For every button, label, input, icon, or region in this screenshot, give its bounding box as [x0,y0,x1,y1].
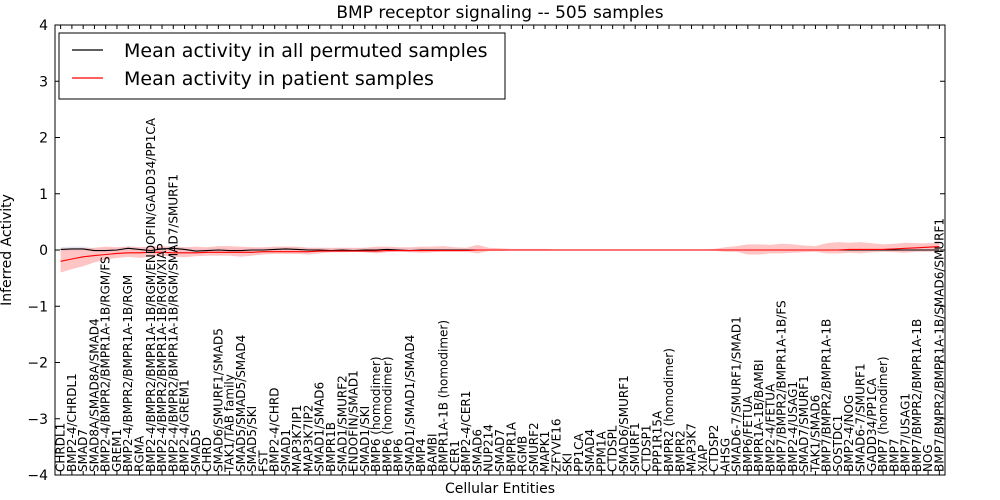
x-tick-label: SMURF2 [527,422,541,472]
x-tick-label: BMP7/BMPR2/BMPR1A-1B [820,319,834,472]
y-tick-label: −2 [27,356,48,372]
legend: Mean activity in all permuted samples Me… [58,32,506,100]
x-tick-label: SMAD7/SMURF1 [797,375,811,472]
x-tick-label: GADD34/PP1CA [865,377,879,472]
x-tick-label: CHRD [200,437,214,472]
x-tick-label: SMAD7 [493,429,507,472]
legend-label-patient: Mean activity in patient samples [124,68,434,90]
x-tick-label: PPM1A [594,431,608,472]
x-tick-label: CHRDL1 [54,423,68,472]
x-tick-label: SMAD5 [189,429,203,472]
x-tick-label: BMPR1B [324,422,338,472]
x-tick-label: FST [256,450,270,472]
x-tick-label: BMP2-4/USAG1 [786,381,800,472]
y-axis-label: Inferred Activity [0,194,15,306]
x-tick-label: SMAD5/SMAD5/SMAD4 [234,335,248,472]
x-tick-label: BMP2-4/BMPR2/BMPR1A-1B/RGM/SMAD7/SMURF1 [166,174,180,472]
y-tick-label: 4 [39,18,48,34]
x-tick-label: BMP2-4/CER1 [459,391,473,472]
chart-title: BMP receptor signaling -- 505 samples [336,3,663,23]
x-tick-label: CTDSP2 [707,425,721,472]
x-tick-label: GREM1 [110,429,124,472]
legend-label-permuted: Mean activity in all permuted samples [124,40,487,62]
x-tick-label: SMAD6 [471,429,485,472]
x-tick-label: BMP2-4/BMPR2/BMPR1A-1B/RGM/ENDOFIN/GADD3… [144,117,158,472]
x-tick-label: BMP7/BMPR2/BMPR1A-1B/SMAD6/SMURF1 [932,218,946,472]
x-tick-label: BMPR1A [504,421,518,472]
x-tick-label: BMP6 (homodimer) [380,356,394,472]
x-tick-label: PPP1R15A [651,410,665,472]
x-tick-label: MAP3K7IP1 [290,405,304,472]
x-tick-label: CER1 [448,440,462,472]
x-tick-label: BMP2-4/BMPR2/BMPR1A-1B/RGM [121,275,135,472]
x-tick-label: PP1CA [572,433,586,472]
x-tick-label: BMP2-4/GREM1 [178,379,192,472]
x-tick-label: NOG [921,444,935,472]
x-tick-label: CTDSPL [606,425,620,472]
x-tick-label: BMP2-4/CHRDL1 [65,373,79,472]
x-tick-label: BMPR2 [673,430,687,472]
x-tick-label: SMAD4 [583,429,597,472]
x-axis-label: Cellular Entities [445,481,555,497]
line-series-1 [60,246,940,262]
x-tick-label: BMP6 (homodimer) [369,356,383,472]
x-tick-label: SMAD1 [279,429,293,472]
x-tick-label: BMP7 [887,439,901,472]
y-tick-label: −3 [27,412,48,428]
x-tick-label: BMP2-4/BMPR2/BMPR1A-1B/RGM/FS [99,256,113,472]
y-tick-label: −4 [27,468,48,484]
x-tick-label: BMP7/USAG1 [899,393,913,472]
x-tick-label: BMP4 [414,439,428,472]
x-tick-label: TAK1/SMAD6 [808,395,822,473]
x-tick-label: SMAD7 [76,429,90,472]
x-tick-label: BMPR2 (homodimer) [662,348,676,472]
x-tick-label: ENDOFIN/SMAD1 [347,370,361,472]
x-tick-label: TAK1/TAB family [223,374,237,473]
y-tick-label: 1 [39,187,48,203]
x-tick-label: BMP7/BMPR2/BMPR1A-1B [910,319,924,472]
x-tick-label: SMAD5/SKI [245,406,259,472]
plot-area: −4−3−2−101234CHRDL1BMP2-4/CHRDL1SMAD7SMA… [27,18,946,484]
x-tick-label: SMAD8A/SMAD8A/SMAD4 [87,318,101,472]
x-tick-label: SMAD6-7/SMURF1 [854,363,868,472]
x-tick-label: BMP7/BMPR2/BMPR1A-1B/FS [775,300,789,472]
x-tick-label: AHSG [718,438,732,472]
x-tick-label: SMAD1/SMAD1/SMAD4 [403,335,417,472]
x-tick-label: BMP6/FETUA [741,395,755,472]
x-tick-label: SMAD6/SMURF1/SMAD5 [211,328,225,472]
x-tick-label: ZFYVE16 [549,418,563,472]
x-tick-label: RGMB [516,436,530,472]
x-tick-label: SMAD1/SKI [358,406,372,472]
x-tick-label: XIAP [696,445,710,472]
x-tick-label: SOSTDC1 [831,415,845,472]
x-tick-label: MAP3K7 [685,423,699,472]
x-tick-label: MAP3K7IP2 [302,405,316,472]
x-tick-label: BMP2-4/BMPR2/BMPR1A-1B/RGM/XIAP [155,243,169,472]
x-tick-label: SMAD6-7/SMURF1/SMAD1 [730,316,744,472]
x-tick-label: BMP7 (homodimer) [876,356,890,472]
x-tick-label: CTDSP1 [640,425,654,472]
x-tick-label: BMP2-4/NOG [842,395,856,472]
y-tick-label: 2 [39,131,48,147]
x-tick-label: RGMA [133,435,147,472]
x-tick-label: BMPR1A-1B (homodimer) [437,320,451,472]
x-tick-label: BMP6 [392,439,406,472]
y-tick-label: −1 [27,299,48,315]
x-tick-label: BMP2-4/CHRD [268,388,282,472]
x-tick-label: MAPK1 [538,431,552,472]
x-tick-label: BMP2-4/FETUA [763,383,777,472]
x-tick-label: SKI [561,453,575,472]
x-tick-label: SMAD6/SMURF1 [617,375,631,472]
x-tick-label: SMAD1/SMURF2 [335,375,349,472]
x-tick-label: SMAD1/SMAD6 [313,382,327,472]
x-tick-label: NUP214 [482,424,496,472]
x-tick-label: BAMBI [425,433,439,472]
y-tick-label: 0 [39,243,48,259]
y-tick-label: 3 [39,74,48,90]
x-tick-label: SMURF1 [628,422,642,472]
x-tick-label: BMPR1A-1B/BAMBI [752,359,766,472]
legend-box [58,32,506,100]
